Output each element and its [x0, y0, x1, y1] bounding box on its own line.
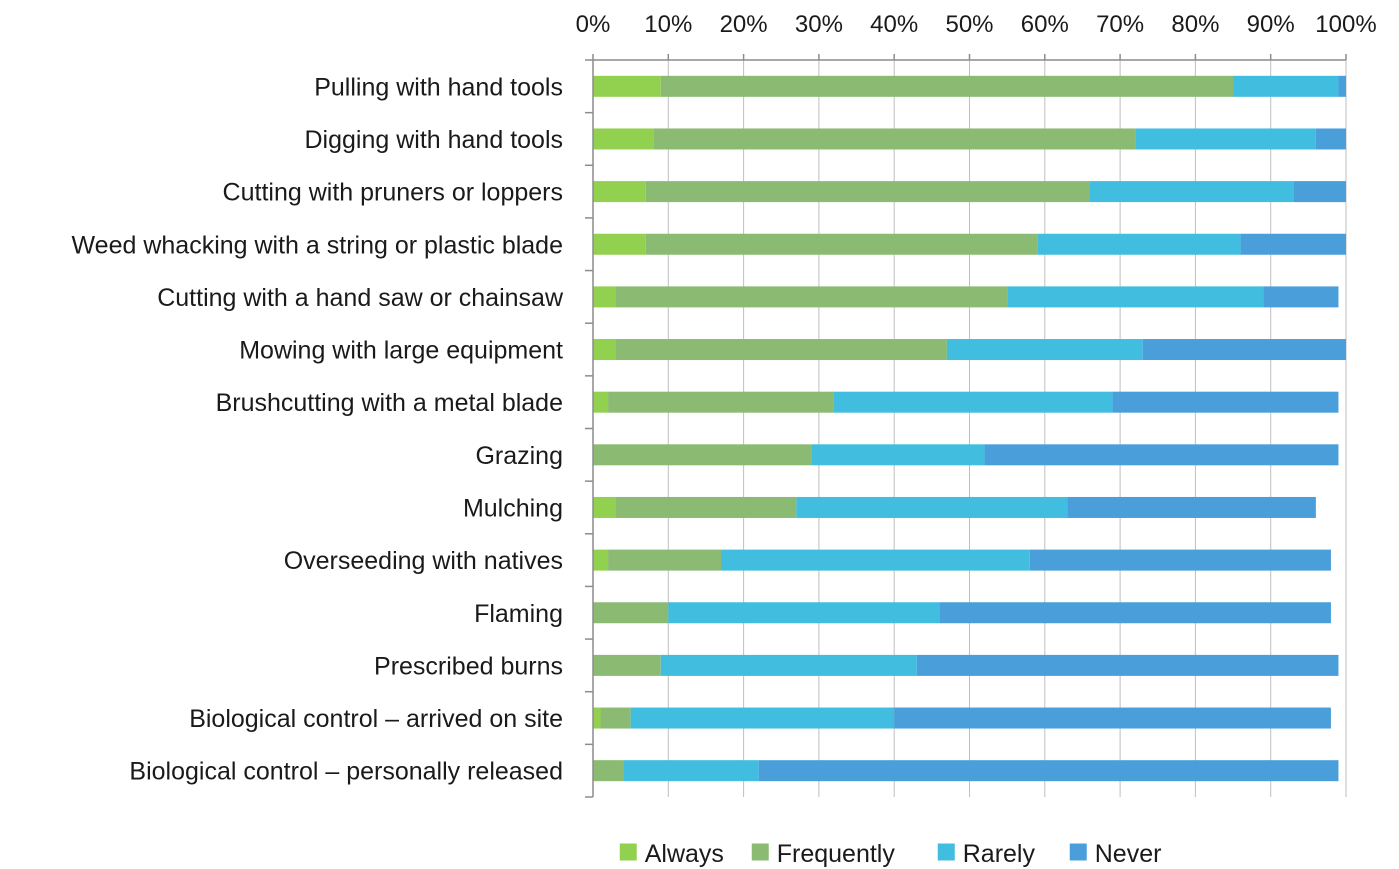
legend: Always Frequently Rarely Never	[619, 840, 1162, 868]
bar-segment-frequently	[608, 549, 722, 571]
bar-segment-never	[1263, 286, 1339, 308]
legend-swatch	[619, 843, 637, 861]
category-label: Biological control – arrived on site	[189, 705, 563, 733]
x-tick-label: 0%	[576, 11, 611, 38]
bar-segment-frequently	[593, 444, 812, 466]
category-label: Biological control – personally released	[129, 758, 563, 786]
category-labels: Pulling with hand tools Digging with hand…	[72, 73, 564, 785]
bar-segment-frequently	[615, 286, 1008, 308]
bar-segment-always	[593, 391, 609, 413]
bar-segment-frequently	[593, 760, 624, 782]
bar-segment-frequently	[653, 128, 1136, 150]
bar-segment-always	[593, 707, 601, 729]
category-label: Brushcutting with a metal blade	[216, 389, 563, 417]
bar-segment-rarely	[1233, 75, 1339, 97]
category-label: Overseeding with natives	[284, 547, 563, 575]
bar-segment-rarely	[811, 444, 985, 466]
legend-item-frequently: Frequently	[751, 840, 896, 868]
legend-item-always: Always	[619, 840, 724, 868]
bar-segment-never	[984, 444, 1339, 466]
x-tick-label: 20%	[720, 11, 768, 38]
legend-item-rarely: Rarely	[937, 840, 1036, 868]
bar-segment-always	[593, 286, 616, 308]
category-label: Weed whacking with a string or plastic b…	[72, 231, 563, 259]
bar-segment-rarely	[1007, 286, 1264, 308]
bar-segment-frequently	[645, 233, 1038, 255]
bars	[593, 75, 1346, 782]
bar-segment-always	[593, 128, 654, 150]
x-tick-label: 70%	[1096, 11, 1144, 38]
bar-segment-rarely	[630, 707, 895, 729]
category-label: Cutting with pruners or loppers	[223, 179, 563, 207]
bar-segment-rarely	[660, 654, 917, 676]
bar-segment-always	[593, 549, 609, 571]
bar-segment-rarely	[721, 549, 1030, 571]
category-label: Mulching	[463, 494, 563, 522]
bar-segment-never	[1142, 339, 1346, 361]
bar-segment-never	[1112, 391, 1339, 413]
axes	[585, 54, 1347, 798]
bar-segment-never	[939, 602, 1331, 624]
bar-segment-never	[1029, 549, 1331, 571]
bar-segment-rarely	[833, 391, 1113, 413]
x-tick-label: 40%	[870, 11, 918, 38]
bar-segment-frequently	[593, 602, 669, 624]
bar-segment-rarely	[946, 339, 1143, 361]
bar-segment-never	[1067, 496, 1316, 518]
x-tick-label: 60%	[1021, 11, 1069, 38]
legend-label: Always	[645, 840, 724, 868]
category-label: Flaming	[474, 600, 563, 628]
x-tick-label: 30%	[795, 11, 843, 38]
bar-segment-frequently	[600, 707, 631, 729]
bar-segment-frequently	[593, 654, 661, 676]
x-tick-label: 90%	[1247, 11, 1295, 38]
category-label: Prescribed burns	[374, 652, 563, 680]
bar-segment-frequently	[615, 339, 947, 361]
bar-segment-never	[1315, 128, 1346, 150]
bar-segment-always	[593, 339, 616, 361]
x-tick-label: 10%	[644, 11, 692, 38]
bar-segment-always	[593, 181, 646, 203]
bar-segment-never	[758, 760, 1339, 782]
x-axis-tick-labels: 0% 10% 20% 30% 40% 50% 60% 70% 80% 90% 100%	[576, 11, 1377, 38]
gridlines	[592, 60, 1347, 797]
category-label: Pulling with hand tools	[314, 73, 563, 101]
bar-segment-rarely	[1089, 181, 1294, 203]
legend-item-never: Never	[1069, 840, 1162, 868]
bar-segment-frequently	[645, 181, 1090, 203]
bar-segment-frequently	[608, 391, 834, 413]
bar-segment-never	[1293, 181, 1346, 203]
bar-segment-always	[593, 496, 616, 518]
x-tick-label: 80%	[1171, 11, 1219, 38]
bar-segment-frequently	[615, 496, 797, 518]
legend-swatch	[1069, 843, 1087, 861]
bar-segment-always	[593, 233, 646, 255]
bar-segment-rarely	[668, 602, 940, 624]
bar-segment-rarely	[1135, 128, 1316, 150]
legend-label: Frequently	[777, 840, 896, 868]
legend-label: Never	[1095, 840, 1162, 868]
bar-segment-never	[916, 654, 1339, 676]
bar-segment-never	[894, 707, 1331, 729]
category-label: Digging with hand tools	[305, 126, 564, 154]
bar-segment-never	[1338, 75, 1346, 97]
x-tick-label: 50%	[945, 11, 993, 38]
x-tick-label: 100%	[1315, 11, 1376, 38]
bar-segment-rarely	[1037, 233, 1241, 255]
legend-swatch	[751, 843, 769, 861]
bar-segment-frequently	[660, 75, 1234, 97]
category-label: Grazing	[475, 442, 563, 470]
category-label: Cutting with a hand saw or chainsaw	[157, 284, 564, 312]
bar-segment-always	[593, 75, 661, 97]
legend-label: Rarely	[963, 840, 1036, 868]
legend-swatch	[937, 843, 955, 861]
category-label: Mowing with large equipment	[239, 337, 563, 365]
bar-segment-never	[1240, 233, 1346, 255]
bar-segment-rarely	[623, 760, 759, 782]
bar-segment-rarely	[796, 496, 1068, 518]
